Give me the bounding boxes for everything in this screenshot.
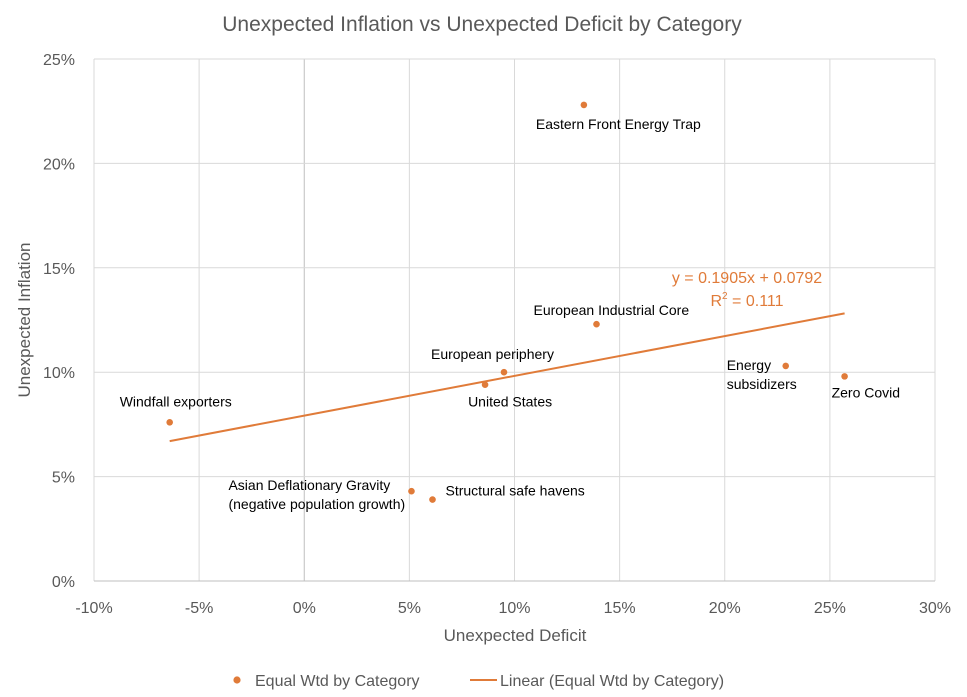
- data-label: Eastern Front Energy Trap: [536, 116, 701, 132]
- legend: Equal Wtd by Category Linear (Equal Wtd …: [233, 673, 724, 690]
- data-label: United States: [468, 394, 552, 410]
- data-point: [593, 320, 600, 328]
- gridlines: [93, 58, 936, 582]
- y-tick-label: 10%: [43, 365, 75, 382]
- trendline-equation: y = 0.1905x + 0.0792: [672, 270, 822, 287]
- chart-title: Unexpected Inflation vs Unexpected Defic…: [222, 13, 742, 36]
- y-axis-title: Unexpected Inflation: [15, 243, 34, 398]
- data-label: Energy subsidizers: [727, 357, 797, 392]
- data-label: European periphery: [431, 346, 554, 362]
- legend-label-scatter: Equal Wtd by Category: [255, 673, 420, 690]
- data-point: [500, 368, 508, 376]
- data-label: Asian Deflationary Gravity (negative popu…: [228, 477, 405, 512]
- trendline-r-squared: R2 = 0.111: [710, 291, 783, 310]
- data-point: [408, 487, 415, 495]
- r-squared-exponent: 2: [722, 291, 728, 302]
- y-tick-label: 5%: [52, 470, 75, 487]
- y-tick-label: 0%: [52, 574, 75, 591]
- legend-marker-scatter: [233, 676, 241, 684]
- data-point: [481, 381, 489, 389]
- x-tick-label: -10%: [75, 600, 112, 617]
- data-points: Eastern Front Energy Trap European Indust…: [120, 101, 900, 512]
- r-squared-symbol: R: [710, 293, 722, 310]
- data-label: European Industrial Core: [533, 302, 689, 318]
- data-point: [166, 419, 173, 426]
- x-tick-label: 5%: [398, 600, 421, 617]
- x-tick-label: 20%: [709, 600, 741, 617]
- x-tick-label: -5%: [185, 600, 213, 617]
- axis-ticks: -10% -5% 0% 5% 10% 15% 20% 25% 30% 0% 5% 10% 15% 20% 2…: [43, 52, 951, 617]
- data-point: [841, 373, 848, 380]
- y-tick-label: 15%: [43, 261, 75, 278]
- y-tick-label: 25%: [43, 52, 75, 69]
- legend-label-trendline: Linear (Equal Wtd by Category): [500, 673, 724, 690]
- x-axis-title: Unexpected Deficit: [444, 626, 587, 645]
- x-tick-label: 15%: [604, 600, 636, 617]
- trendline-group: [169, 312, 845, 443]
- x-tick-label: 10%: [498, 600, 530, 617]
- x-tick-label: 25%: [814, 600, 846, 617]
- r-squared-value: = 0.111: [728, 293, 784, 310]
- trendline: [169, 312, 845, 443]
- y-tick-label: 20%: [43, 156, 75, 173]
- data-point: [782, 362, 790, 370]
- data-label: Windfall exporters: [120, 393, 232, 409]
- x-tick-label: 30%: [919, 600, 951, 617]
- data-point: [580, 101, 588, 109]
- data-label: Zero Covid: [832, 384, 900, 400]
- data-point: [429, 496, 436, 503]
- x-tick-label: 0%: [293, 600, 316, 617]
- data-label: Structural safe havens: [446, 483, 585, 499]
